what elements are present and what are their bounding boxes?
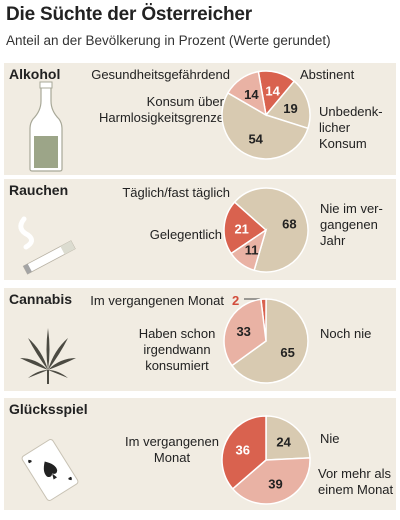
pie-slice-gelegentlich	[230, 228, 268, 272]
pie-slice-im-vergangenen-monat	[221, 415, 267, 490]
label-unbedenklich-2: licher	[319, 120, 351, 135]
pie-value-unbedenklicher-konsum: 54	[248, 131, 263, 146]
label-nie: Nie	[320, 431, 340, 446]
pie-value-haben-schon-irgendwann-konsumiert: 33	[236, 324, 250, 339]
pie-value-vor-mehr-als-einem-monat: 39	[268, 477, 282, 492]
label-im-vergangenen-monat: Im vergangenen Monat	[90, 293, 224, 308]
label-im-vergangenen-1: Im vergangenen	[125, 434, 219, 449]
label-schon-konsumiert-2: irgendwann	[143, 342, 211, 357]
label-schon-konsumiert-1: Haben schon	[138, 326, 216, 341]
label-nie-1: Nie im ver-	[320, 201, 383, 216]
label-gelegentlich: Gelegentlich	[149, 227, 222, 242]
label-vor-mehr-1: Vor mehr als	[318, 466, 391, 481]
label-nie-2: gangenen	[320, 217, 378, 232]
chart-subtitle: Anteil an der Bevölkerung in Prozent (We…	[6, 33, 331, 48]
pie-value-konsum-ber-harmlosigkeitsgrenze: 14	[244, 87, 259, 102]
panel-title-rauchen: Rauchen	[9, 182, 69, 198]
pie-slice-t-glich-fast-t-glich	[223, 201, 268, 255]
cigarette-icon	[18, 216, 76, 275]
pie-cannabis: 65 33	[223, 298, 309, 384]
pie-value-im-vergangenen-monat: 36	[236, 442, 250, 457]
label-konsum-ueber-2: Harmlosigkeitsgrenze	[99, 110, 224, 125]
pie-slice-unbedenklicher-konsum	[221, 91, 309, 160]
label-gesundheitsgefaehrdend: Gesundheitsgefährdend	[91, 67, 230, 82]
chart-title: Die Süchte der Österreicher	[6, 4, 252, 25]
label-im-vergangenen-2: Monat	[153, 450, 191, 465]
pie-value-nie-im-vergangenen-jahr: 68	[282, 216, 296, 231]
pie-slice-konsum-ber-harmlosigkeitsgrenze	[226, 70, 268, 117]
label-schon-konsumiert-3: konsumiert	[145, 358, 209, 373]
panel-title-alkohol: Alkohol	[9, 66, 61, 82]
pie-slice-nie	[265, 415, 311, 461]
label-unbedenklich-3: Konsum	[319, 136, 367, 151]
pie-rauchen: 21 68 11	[223, 187, 309, 273]
label-unbedenklich-1: Unbedenk-	[319, 104, 383, 119]
pie-value-abstinent: 19	[283, 101, 297, 116]
playing-card-icon	[21, 439, 79, 501]
panel-alkohol: Alkohol Gesundheitsgefährdend Abstinent …	[4, 63, 396, 175]
cannabis-leaf-icon	[20, 328, 76, 384]
pie-value-nie: 24	[276, 435, 291, 450]
label-noch-nie: Noch nie	[320, 326, 372, 341]
pie-slice-vor-mehr-als-einem-monat	[231, 457, 311, 505]
panel-cannabis: Cannabis Im vergangenen Monat 2 Haben sc…	[4, 288, 396, 391]
panel-title-cannabis: Cannabis	[9, 291, 73, 307]
label-nie-3: Jahr	[320, 233, 346, 248]
panel-rauchen: Rauchen Täglich/fast täglich Gelegentlic…	[4, 179, 396, 280]
pie-slice-noch-nie	[230, 298, 309, 384]
label-taeglich: Täglich/fast täglich	[122, 185, 230, 200]
bottle-icon	[29, 81, 63, 172]
pie-slice-nie-im-vergangenen-jahr	[233, 187, 309, 273]
label-vor-mehr-2: einem Monat	[318, 482, 394, 497]
pie-value-gesundheitsgef-hrdend: 14	[265, 83, 280, 98]
panel-gluecksspiel: Glücksspiel Im vergangenen Monat Nie Vor…	[4, 398, 396, 510]
value-cannabis-monat: 2	[232, 293, 240, 308]
pie-value-noch-nie: 65	[280, 345, 294, 360]
pie-value-t-glich-fast-t-glich: 21	[234, 221, 248, 236]
label-abstinent: Abstinent	[300, 67, 355, 82]
panel-title-gluecksspiel: Glücksspiel	[9, 401, 88, 417]
pie-slice-haben-schon-irgendwann-konsumiert	[223, 298, 267, 367]
pie-slice-abstinent	[264, 80, 311, 130]
pie-value-gelegentlich: 11	[245, 243, 259, 258]
label-konsum-ueber-1: Konsum über	[146, 94, 224, 109]
